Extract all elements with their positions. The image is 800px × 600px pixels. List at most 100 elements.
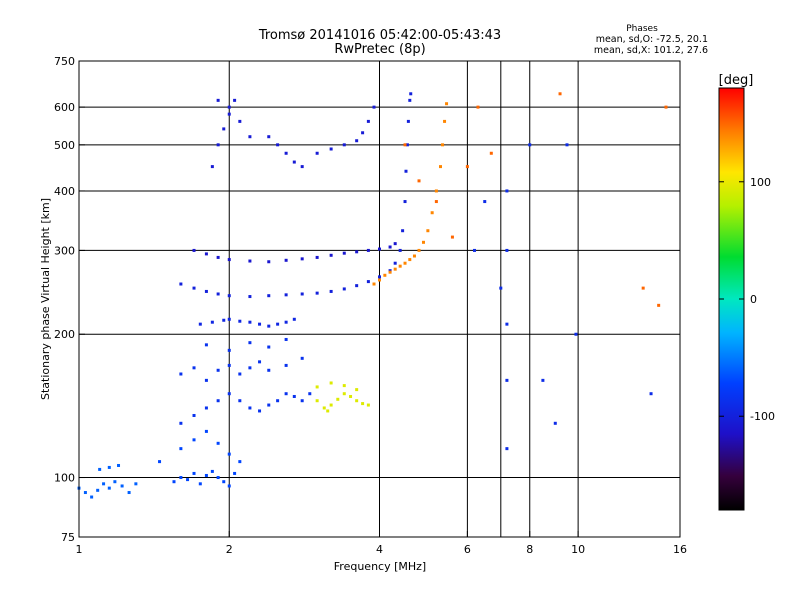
data-point — [192, 248, 196, 252]
data-point — [366, 248, 370, 252]
data-point — [378, 247, 381, 251]
data-point — [403, 200, 407, 204]
x-tick-label: 2 — [226, 543, 233, 556]
data-point — [505, 447, 509, 451]
data-point — [216, 476, 220, 480]
data-point — [204, 252, 208, 256]
data-point — [204, 406, 208, 410]
data-point — [445, 102, 449, 106]
colorbar-label: [deg] — [719, 73, 754, 88]
data-point — [329, 253, 333, 257]
y-tick-label: 200 — [54, 328, 75, 341]
data-point — [342, 287, 346, 291]
data-point — [179, 476, 183, 480]
y-tick-label: 400 — [54, 185, 75, 198]
data-point — [315, 255, 319, 259]
data-point — [393, 242, 397, 246]
data-point — [227, 484, 231, 488]
data-point — [179, 447, 183, 451]
data-point — [216, 98, 220, 102]
data-point — [378, 278, 381, 282]
data-point — [558, 92, 562, 96]
data-point — [300, 399, 304, 403]
data-point — [657, 303, 661, 307]
data-point — [113, 480, 117, 484]
data-point — [267, 135, 271, 139]
data-point — [284, 151, 288, 155]
data-point — [90, 495, 94, 499]
chart-title: Tromsø 20141016 05:42:00-05:43:43 — [258, 28, 501, 43]
data-point — [292, 317, 296, 321]
data-point — [366, 119, 370, 123]
data-point — [403, 261, 407, 265]
data-point — [342, 251, 346, 255]
data-point — [186, 478, 190, 482]
data-point — [372, 105, 376, 109]
data-point — [412, 254, 416, 258]
data-point — [267, 294, 271, 298]
data-point — [403, 143, 407, 147]
data-point — [300, 356, 304, 360]
data-point — [406, 119, 410, 123]
data-point — [276, 399, 280, 403]
data-point — [134, 482, 138, 486]
data-point — [127, 491, 131, 495]
data-point — [366, 280, 370, 284]
data-point — [483, 200, 487, 204]
y-tick-label: 100 — [54, 472, 75, 485]
data-point — [361, 131, 365, 135]
data-point — [233, 98, 237, 102]
data-point — [227, 105, 231, 109]
data-point — [222, 480, 226, 484]
data-point — [361, 402, 365, 406]
data-point — [267, 403, 271, 407]
data-point — [172, 480, 176, 484]
data-point — [192, 471, 196, 475]
data-point — [238, 372, 242, 376]
data-point — [308, 392, 312, 396]
data-point — [505, 248, 509, 252]
data-point — [210, 320, 214, 324]
data-point — [227, 317, 231, 321]
data-point — [408, 98, 412, 102]
data-point — [258, 409, 262, 413]
x-tick-label: 1 — [76, 543, 83, 556]
data-point — [366, 403, 370, 407]
data-point — [107, 465, 111, 469]
data-point — [292, 394, 296, 398]
data-point — [107, 486, 111, 490]
data-point — [355, 388, 359, 392]
data-point — [336, 397, 340, 401]
data-point — [227, 112, 231, 116]
data-point — [417, 179, 421, 183]
data-point — [267, 345, 271, 349]
data-point — [401, 229, 405, 233]
data-point — [158, 460, 162, 464]
data-point — [248, 135, 252, 139]
x-axis-label: Frequency [MHz] — [334, 560, 426, 573]
data-point — [117, 463, 121, 467]
data-point — [505, 189, 509, 193]
data-point — [430, 211, 434, 215]
data-point — [372, 282, 376, 286]
data-point — [409, 92, 413, 96]
data-point — [227, 452, 231, 456]
phases-mean-x: mean, sd,X: 101.2, 27.6 — [594, 45, 708, 56]
data-point — [300, 257, 304, 261]
data-point — [267, 368, 271, 372]
data-point — [326, 409, 330, 413]
data-point — [329, 147, 333, 151]
data-point — [238, 460, 242, 464]
y-tick-label: 300 — [54, 244, 75, 257]
data-point — [238, 319, 242, 323]
data-point — [120, 484, 124, 488]
data-point — [404, 169, 408, 173]
chart-subtitle: RwPretec (8p) — [334, 42, 425, 57]
data-point — [472, 248, 476, 252]
data-point — [222, 127, 226, 131]
data-point — [664, 105, 668, 109]
data-point — [315, 291, 319, 295]
data-point — [565, 143, 569, 147]
data-point — [292, 160, 296, 164]
